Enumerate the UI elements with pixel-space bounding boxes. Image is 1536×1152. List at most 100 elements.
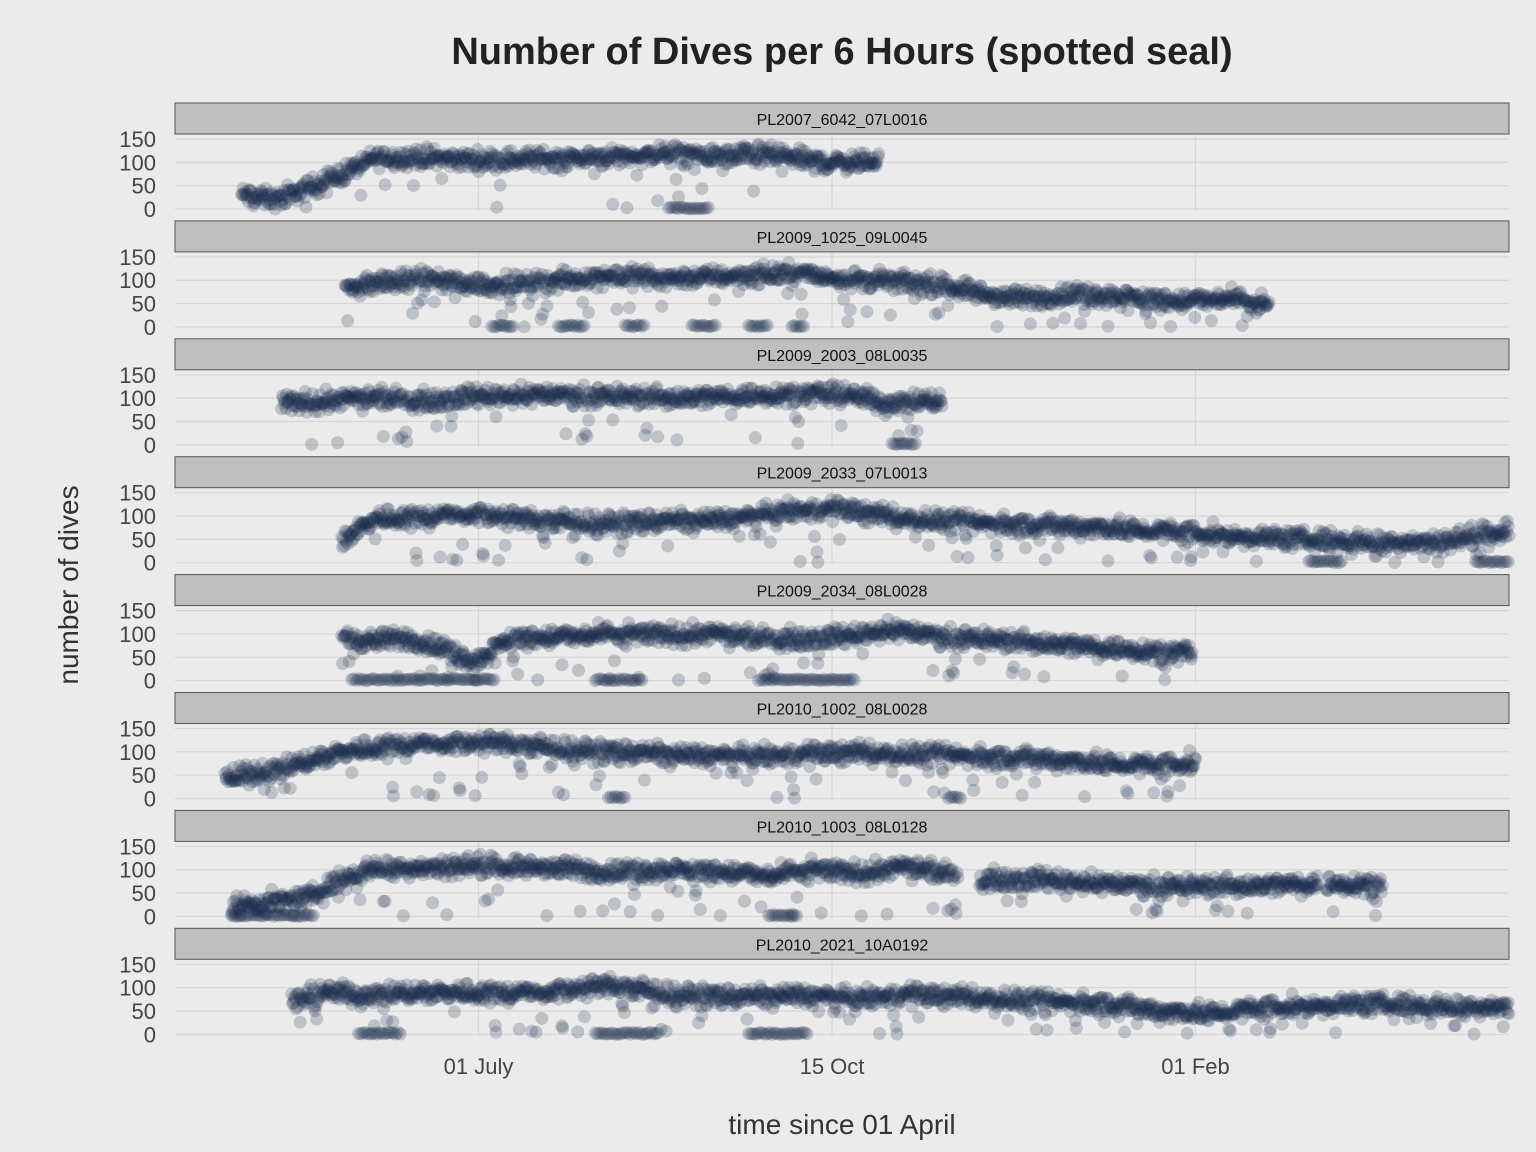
data-point [251,189,265,203]
data-point [492,152,505,165]
data-point [443,160,457,174]
data-point [1046,316,1060,330]
data-point [470,158,484,172]
facet-strip-label: PL2007_6042_07L0016 [757,112,928,129]
data-point [883,308,897,322]
data-point [468,159,482,173]
data-point [346,158,360,171]
data-point [1249,554,1263,568]
data-point [354,188,368,202]
data-point [276,192,290,206]
data-point [357,155,371,169]
data-point [484,151,498,165]
data-point [446,146,460,160]
data-point [388,155,402,169]
data-point [669,172,683,186]
data-points [235,137,886,216]
data-point [401,154,415,168]
data-point [1501,555,1515,569]
data-point [497,158,510,171]
data-point [266,192,280,206]
data-point [475,148,489,162]
data-point [415,157,429,171]
data-point [1170,550,1184,564]
data-point [747,184,761,198]
data-point [414,160,428,173]
data-point [488,148,502,162]
data-point [396,154,410,168]
data-point [420,140,434,154]
data-point [316,179,330,193]
data-point [308,184,322,198]
data-point [393,145,407,159]
data-point [438,147,452,161]
data-point [504,300,518,313]
data-point [278,197,292,211]
data-point [444,155,458,169]
data-point [364,152,378,166]
data-point [922,538,936,552]
data-point [334,169,348,183]
data-point [434,155,448,169]
data-point [300,174,314,188]
data-point [445,409,459,423]
data-point [281,183,295,197]
data-point [403,154,417,167]
data-point [400,161,414,175]
data-point [606,197,620,211]
data-point [315,179,329,193]
data-point [466,153,480,166]
data-point [409,142,423,156]
data-point [457,150,471,164]
data-point [701,201,715,214]
data-point [494,156,508,170]
data-point [329,174,343,188]
data-point [346,161,360,175]
data-point [314,180,328,194]
y-tick-label: 150 [119,599,156,624]
data-point [655,299,669,313]
data-point [433,550,447,564]
data-point [507,154,521,168]
data-point [577,319,591,333]
data-point [258,198,272,212]
y-tick-label: 150 [119,245,156,270]
data-point [472,165,485,179]
data-point [454,152,468,166]
data-point [461,147,475,161]
data-point [431,149,445,163]
data-point [1184,550,1198,564]
data-point [282,183,296,197]
data-point [493,178,507,192]
data-point [672,673,686,687]
data-point [501,144,515,158]
data-point [465,153,479,167]
data-point [344,156,358,170]
data-point [293,188,307,202]
data-point [1262,295,1276,309]
data-point [292,181,306,195]
data-point [251,191,264,204]
data-point [811,555,825,569]
data-point [256,191,270,205]
data-point [375,152,389,166]
data-point [337,174,351,188]
data-point [286,182,300,196]
data-point [320,186,334,200]
data-point [491,150,505,164]
data-point [381,154,395,168]
data-point [373,152,387,166]
data-point [302,181,316,194]
data-point [263,192,277,206]
data-point [407,179,420,192]
data-point [511,667,525,681]
data-point [427,295,441,309]
data-point [236,188,249,202]
data-point [843,303,857,317]
data-point [833,533,846,546]
data-point [417,157,430,171]
data-point [450,149,464,163]
data-point [374,150,388,164]
data-point [449,155,463,169]
